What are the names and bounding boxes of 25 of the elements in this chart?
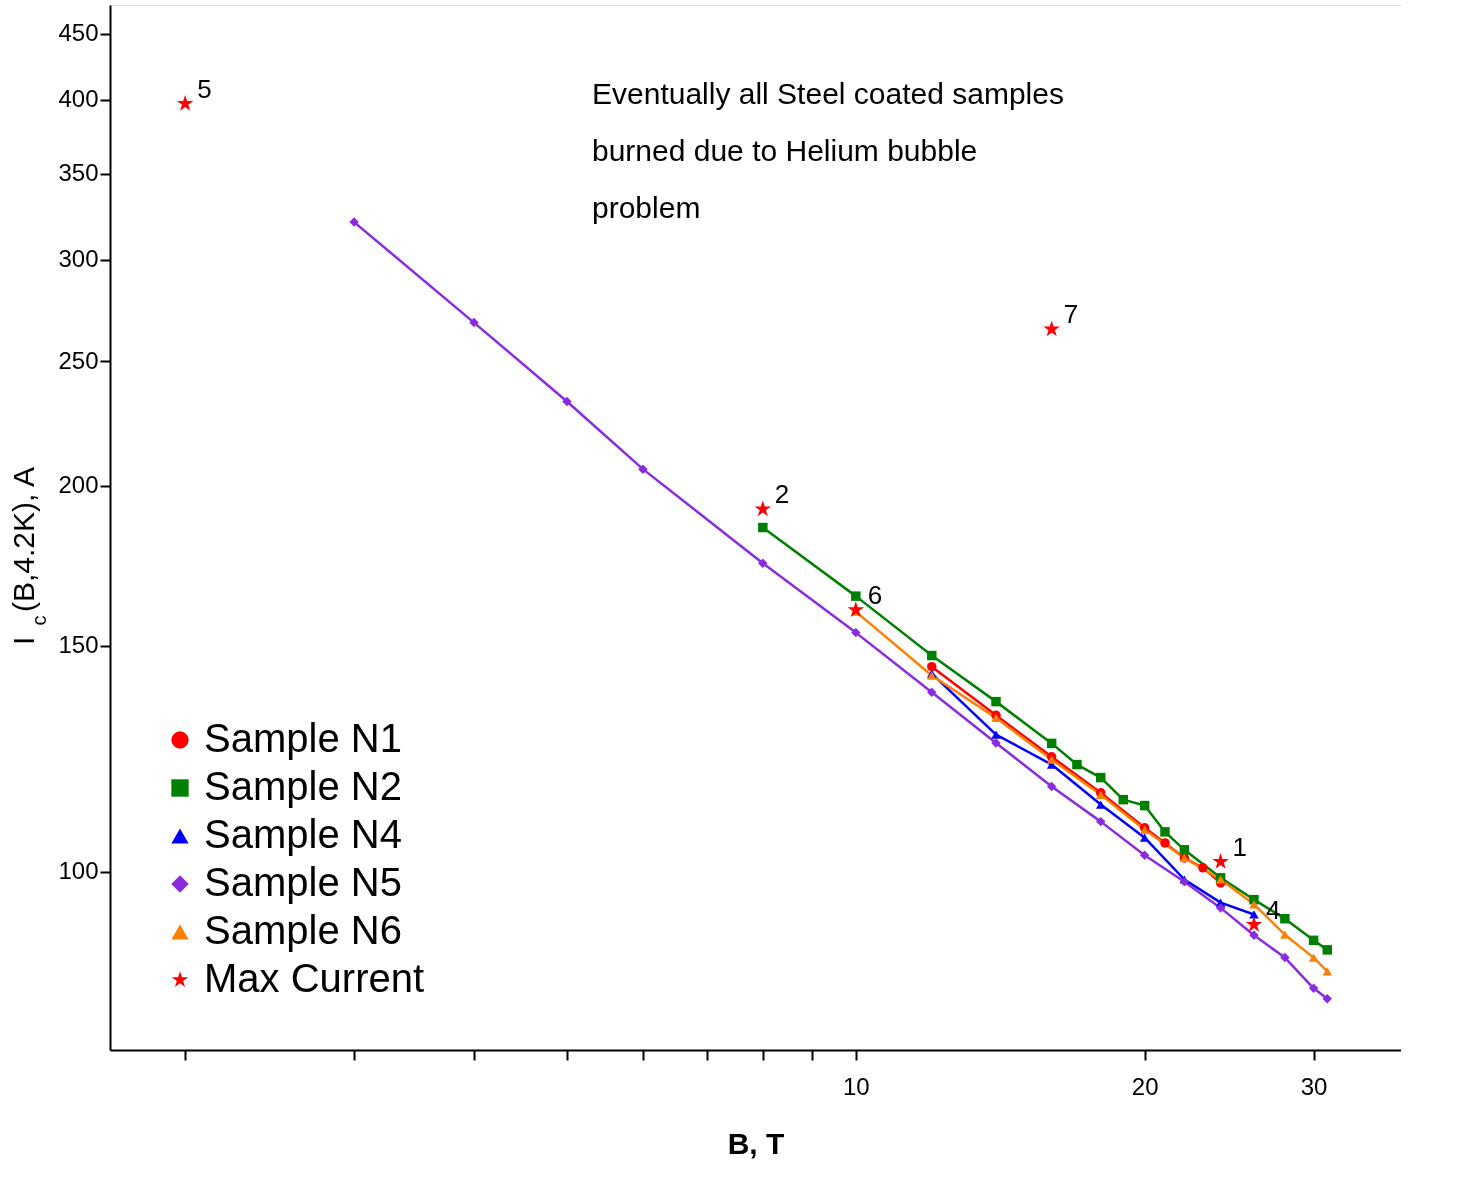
annotation: 5	[197, 73, 212, 104]
annotation: 2	[774, 479, 790, 510]
legend-label: Sample N4	[204, 812, 402, 856]
legend-label: Sample N6	[204, 908, 402, 952]
annotation: Eventually all Steel coated samples burned due to Helium bubble problem	[592, 77, 1064, 224]
y-tick-label: 350	[58, 159, 99, 187]
y-tick-label: 450	[58, 19, 99, 47]
y-tick-label: 400	[58, 85, 99, 113]
x-axis-title: B, T	[727, 1126, 785, 1160]
legend-label: Sample N5	[204, 860, 402, 904]
x-tick-label: 30	[1300, 1072, 1328, 1100]
x-tick-label: 20	[1131, 1072, 1159, 1100]
annotation: 7	[1063, 299, 1079, 330]
legend-label: Max Current	[204, 956, 425, 1000]
legend-label: Sample N1	[204, 716, 402, 760]
legend-label: Sample N2	[204, 764, 402, 808]
y-tick-label: 200	[58, 471, 99, 499]
y-tick-label: 250	[58, 346, 99, 374]
y-tick-label: 300	[58, 245, 99, 273]
y-tick-label: 150	[58, 631, 99, 659]
x-tick-label: 10	[842, 1072, 870, 1100]
y-axis-title: Ic(B,4.2K), A	[7, 466, 50, 645]
y-tick-label: 100	[58, 857, 99, 885]
annotation: 6	[867, 579, 883, 610]
annotation: 1	[1232, 831, 1248, 862]
